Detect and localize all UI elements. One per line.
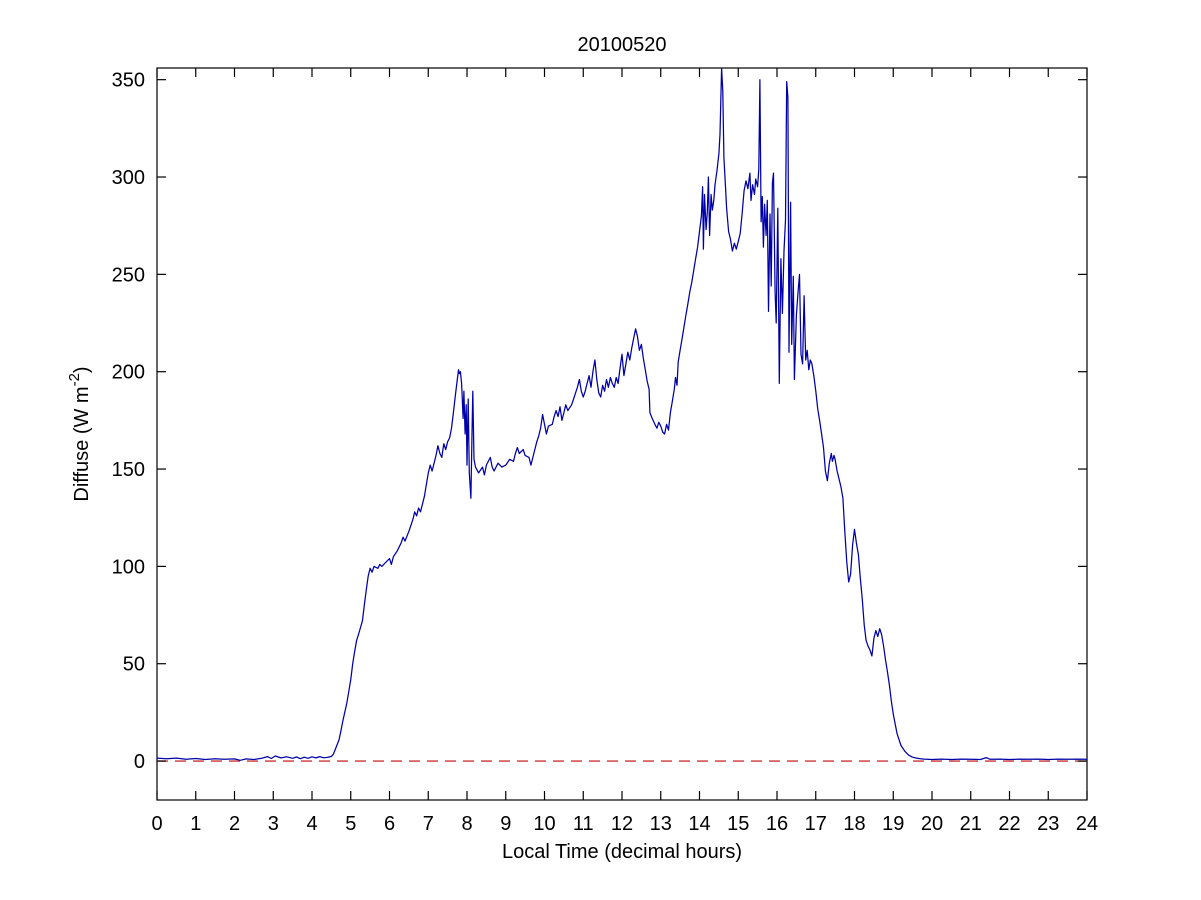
y-tick-label: 300 (112, 167, 145, 189)
x-tick-label: 10 (533, 813, 555, 835)
x-tick-label: 11 (573, 813, 594, 835)
y-axis-label-close: ) (71, 366, 93, 373)
chart-title: 20100520 (578, 34, 667, 56)
x-tick-label: 0 (151, 813, 162, 835)
x-tick-label: 20 (921, 813, 943, 835)
diffuse-series-line (156, 67, 1088, 761)
x-axis-label: Local Time (decimal hours) (502, 841, 742, 863)
x-tick-label: 5 (345, 813, 356, 835)
x-tick-label: 22 (998, 813, 1020, 835)
x-tick-label: 18 (843, 813, 865, 835)
x-tick-label: 7 (423, 813, 434, 835)
x-tick-label: 4 (306, 813, 317, 835)
y-axis-label: Diffuse (W m-2) (66, 366, 93, 501)
x-tick-label: 23 (1037, 813, 1059, 835)
x-tick-label: 3 (268, 813, 279, 835)
plot-frame (156, 67, 1088, 801)
y-tick-label: 350 (112, 70, 145, 92)
y-tick-label: 250 (112, 264, 145, 286)
x-tick-label: 2 (229, 813, 240, 835)
x-tick-label: 21 (960, 813, 982, 835)
x-tick-label: 14 (688, 813, 710, 835)
x-tick-label: 9 (500, 813, 511, 835)
x-tick-label: 15 (727, 813, 749, 835)
y-tick-label: 50 (123, 654, 145, 676)
x-tick-label: 12 (611, 813, 633, 835)
y-tick-label: 200 (112, 362, 145, 384)
x-tick-label: 19 (882, 813, 904, 835)
x-tick-label: 8 (461, 813, 472, 835)
y-tick-label: 150 (112, 459, 145, 481)
x-tick-label: 1 (190, 813, 201, 835)
plot-layer: 0 1 2 3 4 5 6 7 8 9 10 11 12 13 14 15 16 17 18 19 20 21 22 23 24… (112, 67, 1098, 835)
x-tick-label: 13 (650, 813, 672, 835)
y-tick-label: 100 (112, 556, 145, 578)
x-tick-label: 16 (766, 813, 788, 835)
y-axis-label-superscript: -2 (66, 373, 83, 386)
x-tick-label: 17 (805, 813, 827, 835)
x-tick-label: 6 (384, 813, 395, 835)
y-axis-label-main: Diffuse (W m (71, 386, 93, 501)
y-tick-label: 0 (134, 751, 145, 773)
x-tick-label: 24 (1076, 813, 1098, 835)
